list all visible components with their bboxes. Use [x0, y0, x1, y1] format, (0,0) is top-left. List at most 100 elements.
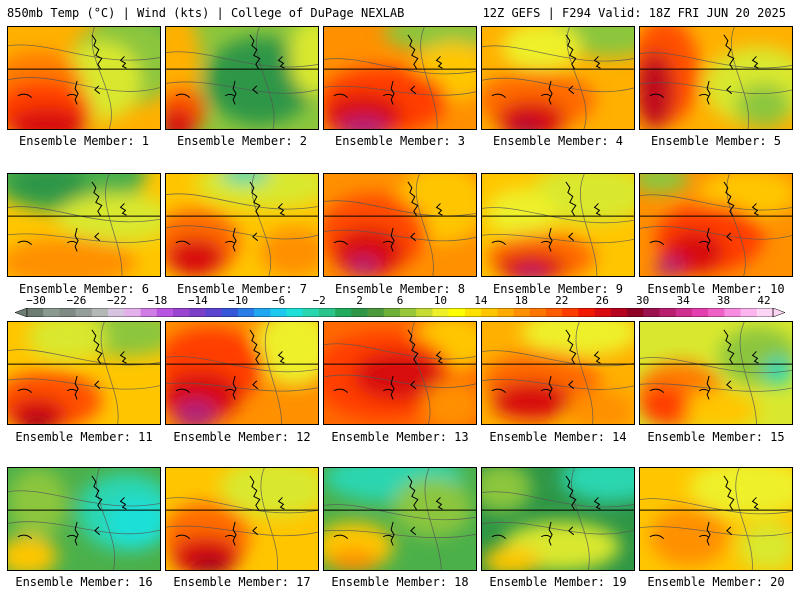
boundary-lines [640, 475, 792, 546]
boundary-lines [166, 181, 318, 252]
colorbar-tick-label: 30 [636, 294, 650, 307]
ensemble-member-label: Ensemble Member: 7 [176, 282, 308, 296]
height-contours [324, 468, 476, 570]
ensemble-member-label: Ensemble Member: 1 [18, 134, 150, 148]
colorbar-tick-label: 14 [474, 294, 488, 307]
height-contours [640, 27, 792, 129]
colorbar-tick-label: 26 [595, 294, 609, 307]
height-contours [324, 322, 476, 424]
colorbar-swatch [610, 308, 628, 317]
ensemble-member-label: Ensemble Member: 17 [173, 575, 311, 589]
ensemble-member-label: Ensemble Member: 19 [489, 575, 627, 589]
boundary-lines [166, 475, 318, 546]
colorbar-tick-label: 2 [356, 294, 363, 307]
temperature-field [8, 468, 160, 570]
ensemble-member-label: Ensemble Member: 11 [15, 430, 153, 444]
boundary-lines [8, 475, 160, 546]
colorbar-max-arrow [772, 308, 785, 317]
colorbar-min-arrow [15, 308, 28, 317]
ensemble-member-label: Ensemble Member: 15 [647, 430, 785, 444]
ensemble-member-label: Ensemble Member: 13 [331, 430, 469, 444]
ensemble-member-map [7, 467, 161, 571]
colorbar-swatch [594, 308, 612, 317]
colorbar-swatch [91, 308, 109, 317]
colorbar-tick-label: −30 [26, 294, 46, 307]
boundary-lines [324, 329, 476, 400]
boundary-lines [324, 34, 476, 105]
colorbar-swatch [302, 308, 320, 317]
colorbar-swatch [27, 308, 44, 317]
ensemble-member-map [165, 173, 319, 277]
ensemble-member-map [639, 467, 793, 571]
ensemble-member-map [323, 173, 477, 277]
colorbar-swatch [545, 308, 563, 317]
temperature-field [166, 322, 318, 424]
ensemble-member-label: Ensemble Member: 12 [173, 430, 311, 444]
temperature-field [8, 174, 160, 276]
ensemble-member-map [7, 26, 161, 130]
colorbar-swatch [108, 308, 125, 317]
colorbar-swatch [140, 308, 158, 317]
height-contours [640, 174, 792, 276]
height-contours [324, 174, 476, 276]
colorbar-swatch [59, 308, 76, 317]
ensemble-member-label: Ensemble Member: 16 [15, 575, 153, 589]
ensemble-member-label: Ensemble Member: 20 [647, 575, 785, 589]
colorbar-tick-label: −10 [228, 294, 249, 307]
ensemble-member-map [481, 173, 635, 277]
colorbar-swatch [75, 308, 93, 317]
colorbar-swatch [448, 308, 466, 317]
colorbar-swatch [740, 308, 758, 317]
height-contours [640, 322, 792, 424]
colorbar-swatch [578, 308, 595, 317]
colorbar-swatch [497, 308, 514, 317]
colorbar-swatch [675, 308, 693, 317]
colorbar-swatch [172, 308, 190, 317]
temperature-field [324, 322, 476, 424]
colorbar-swatch [286, 308, 303, 317]
height-contours [482, 27, 634, 129]
colorbar-tick-label: 6 [396, 294, 404, 307]
colorbar-tick-labels: −30 −26 −22 −18 −14 −10 −6 −2 2 6 10 14 18 22 26 30 34 38… [0, 294, 800, 308]
colorbar-tick-label: −22 [106, 294, 127, 307]
colorbar-swatch [221, 308, 239, 317]
height-contours [8, 174, 160, 276]
temperature-field [640, 468, 792, 570]
temperature-colorbar [15, 308, 785, 317]
boundary-lines [482, 329, 634, 400]
temperature-field [324, 468, 476, 570]
temperature-field [8, 27, 160, 129]
colorbar-tick-label: −26 [66, 294, 87, 307]
colorbar-swatch [254, 308, 271, 317]
colorbar-swatch [416, 308, 433, 317]
temperature-field [166, 27, 318, 129]
colorbar-swatch [237, 308, 255, 317]
colorbar-swatch [481, 308, 498, 317]
ensemble-member-map [323, 321, 477, 425]
colorbar-tick-label: −18 [147, 294, 168, 307]
ensemble-member-map [323, 467, 477, 571]
ensemble-member-map [481, 26, 635, 130]
colorbar-swatch [367, 308, 385, 317]
ensemble-member-label: Ensemble Member: 5 [650, 134, 782, 148]
temperature-field [324, 174, 476, 276]
temperature-field [8, 322, 160, 424]
temperature-field [482, 322, 634, 424]
boundary-lines [8, 181, 160, 252]
ensemble-member-label: Ensemble Member: 14 [489, 430, 627, 444]
ensemble-member-label: Ensemble Member: 6 [18, 282, 150, 296]
colorbar-swatch [464, 308, 482, 317]
colorbar-swatch [529, 308, 547, 317]
ensemble-member-map [7, 321, 161, 425]
colorbar-swatch [627, 308, 644, 317]
height-contours [166, 468, 318, 570]
boundary-lines [640, 34, 792, 105]
colorbar-swatch [270, 308, 287, 317]
colorbar-swatch [691, 308, 709, 317]
height-contours [482, 322, 634, 424]
ensemble-member-label: Ensemble Member: 4 [492, 134, 624, 148]
colorbar-swatch [724, 308, 741, 317]
boundary-lines [324, 181, 476, 252]
ensemble-member-map [481, 467, 635, 571]
colorbar-swatch [659, 308, 676, 317]
